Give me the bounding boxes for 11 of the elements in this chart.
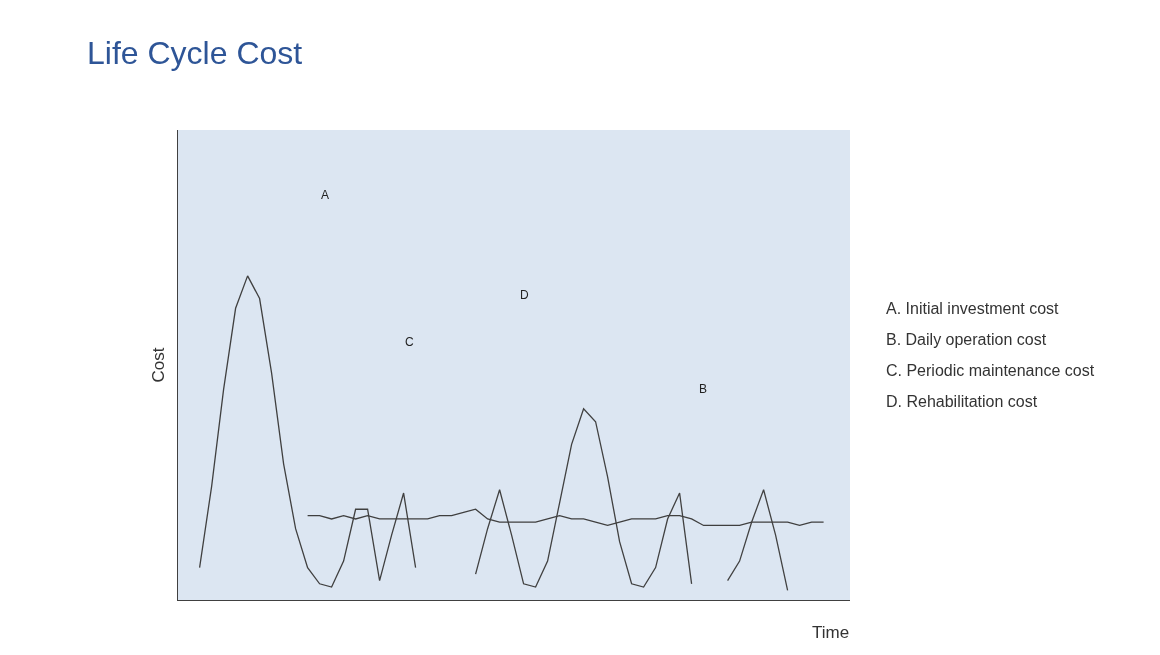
x-axis-title: Time: [812, 623, 850, 642]
annotation: B: [699, 382, 708, 396]
text: D. Rehabilitation cost: [886, 393, 1038, 410]
text: A: [321, 188, 330, 202]
annotation: D: [520, 288, 529, 302]
annotation: C: [405, 335, 414, 349]
text: A. Initial investment cost: [886, 300, 1060, 317]
text: B. Daily operation cost: [886, 331, 1047, 348]
text: C. Periodic maintenance cost: [886, 362, 1095, 379]
chart-title: Life Cycle Cost: [87, 34, 303, 71]
y-axis-title: Cost: [148, 347, 168, 383]
